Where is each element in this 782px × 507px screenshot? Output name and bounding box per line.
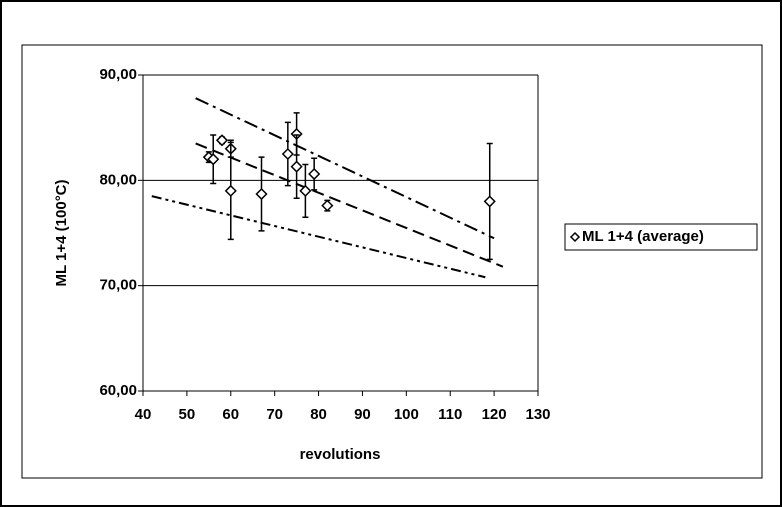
point [224, 184, 237, 197]
point [483, 195, 496, 208]
y-axis-label: ML 1+4 (100°C) [53, 179, 70, 286]
point [215, 134, 229, 147]
x-tick-label: 40 [135, 406, 152, 423]
x-tick-label: 90 [354, 406, 371, 423]
point [281, 147, 294, 161]
x-tick-label: 130 [525, 406, 550, 423]
chart-frame [21, 44, 763, 479]
trend-line [195, 142, 504, 268]
point [290, 160, 303, 173]
y-tick-label: 80,00 [99, 171, 137, 188]
x-tick-label: 70 [266, 406, 283, 423]
x-tick-label: 50 [179, 406, 196, 423]
y-tick-label: 90,00 [99, 66, 137, 83]
point [308, 167, 321, 181]
x-tick-label: 100 [394, 406, 419, 423]
trend-line [195, 97, 495, 240]
x-tick-label: 120 [482, 406, 507, 423]
y-tick-label: 70,00 [99, 277, 137, 294]
point [255, 187, 268, 201]
legend-label: ML 1+4 (average) [582, 228, 704, 245]
point [299, 184, 312, 197]
x-tick-label: 60 [222, 406, 239, 423]
point [207, 153, 220, 166]
x-tick-label: 110 [438, 406, 462, 423]
x-axis-label: revolutions [300, 446, 381, 463]
legend-marker [569, 231, 581, 243]
legend-box [564, 223, 758, 251]
trend-line [151, 195, 486, 279]
x-tick-label: 80 [310, 406, 327, 423]
point [321, 199, 334, 212]
y-tick-label: 60,00 [99, 382, 137, 399]
